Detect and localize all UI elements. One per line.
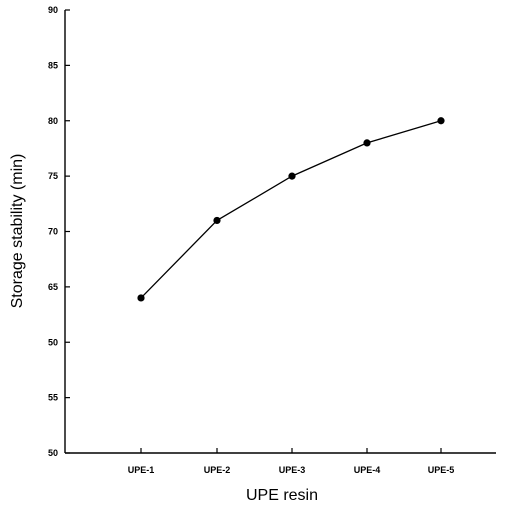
x-axis-title: UPE resin <box>246 487 318 504</box>
x-tick-label: UPE-5 <box>428 465 455 475</box>
y-tick-label: 70 <box>48 227 58 237</box>
plot-area <box>64 10 496 454</box>
series-group <box>137 117 445 302</box>
y-tick-label: 90 <box>48 5 58 15</box>
y-tick-label: 75 <box>48 171 58 181</box>
series-line <box>140 120 442 299</box>
y-tick-label: 85 <box>48 60 58 70</box>
data-point <box>363 139 371 147</box>
x-axis-ticks: UPE-1 UPE-2 UPE-3 UPE-4 UPE-5 <box>128 448 455 475</box>
y-tick-label: 65 <box>48 282 58 292</box>
data-point <box>137 294 145 302</box>
y-tick-label: 50 <box>48 448 58 458</box>
x-tick-label: UPE-1 <box>128 465 155 475</box>
data-point <box>213 216 221 225</box>
y-axis-ticks: 50 55 50 65 70 75 80 85 90 <box>48 5 70 458</box>
y-axis-title: Storage stability (min) <box>9 154 26 309</box>
data-point <box>437 117 445 125</box>
data-point <box>288 172 296 180</box>
x-tick-label: UPE-3 <box>279 465 306 475</box>
x-tick-label: UPE-4 <box>354 465 381 475</box>
y-tick-label: 55 <box>48 393 58 403</box>
x-tick-label: UPE-2 <box>204 465 231 475</box>
y-tick-label: 80 <box>48 116 58 126</box>
y-tick-label: 50 <box>48 337 58 347</box>
